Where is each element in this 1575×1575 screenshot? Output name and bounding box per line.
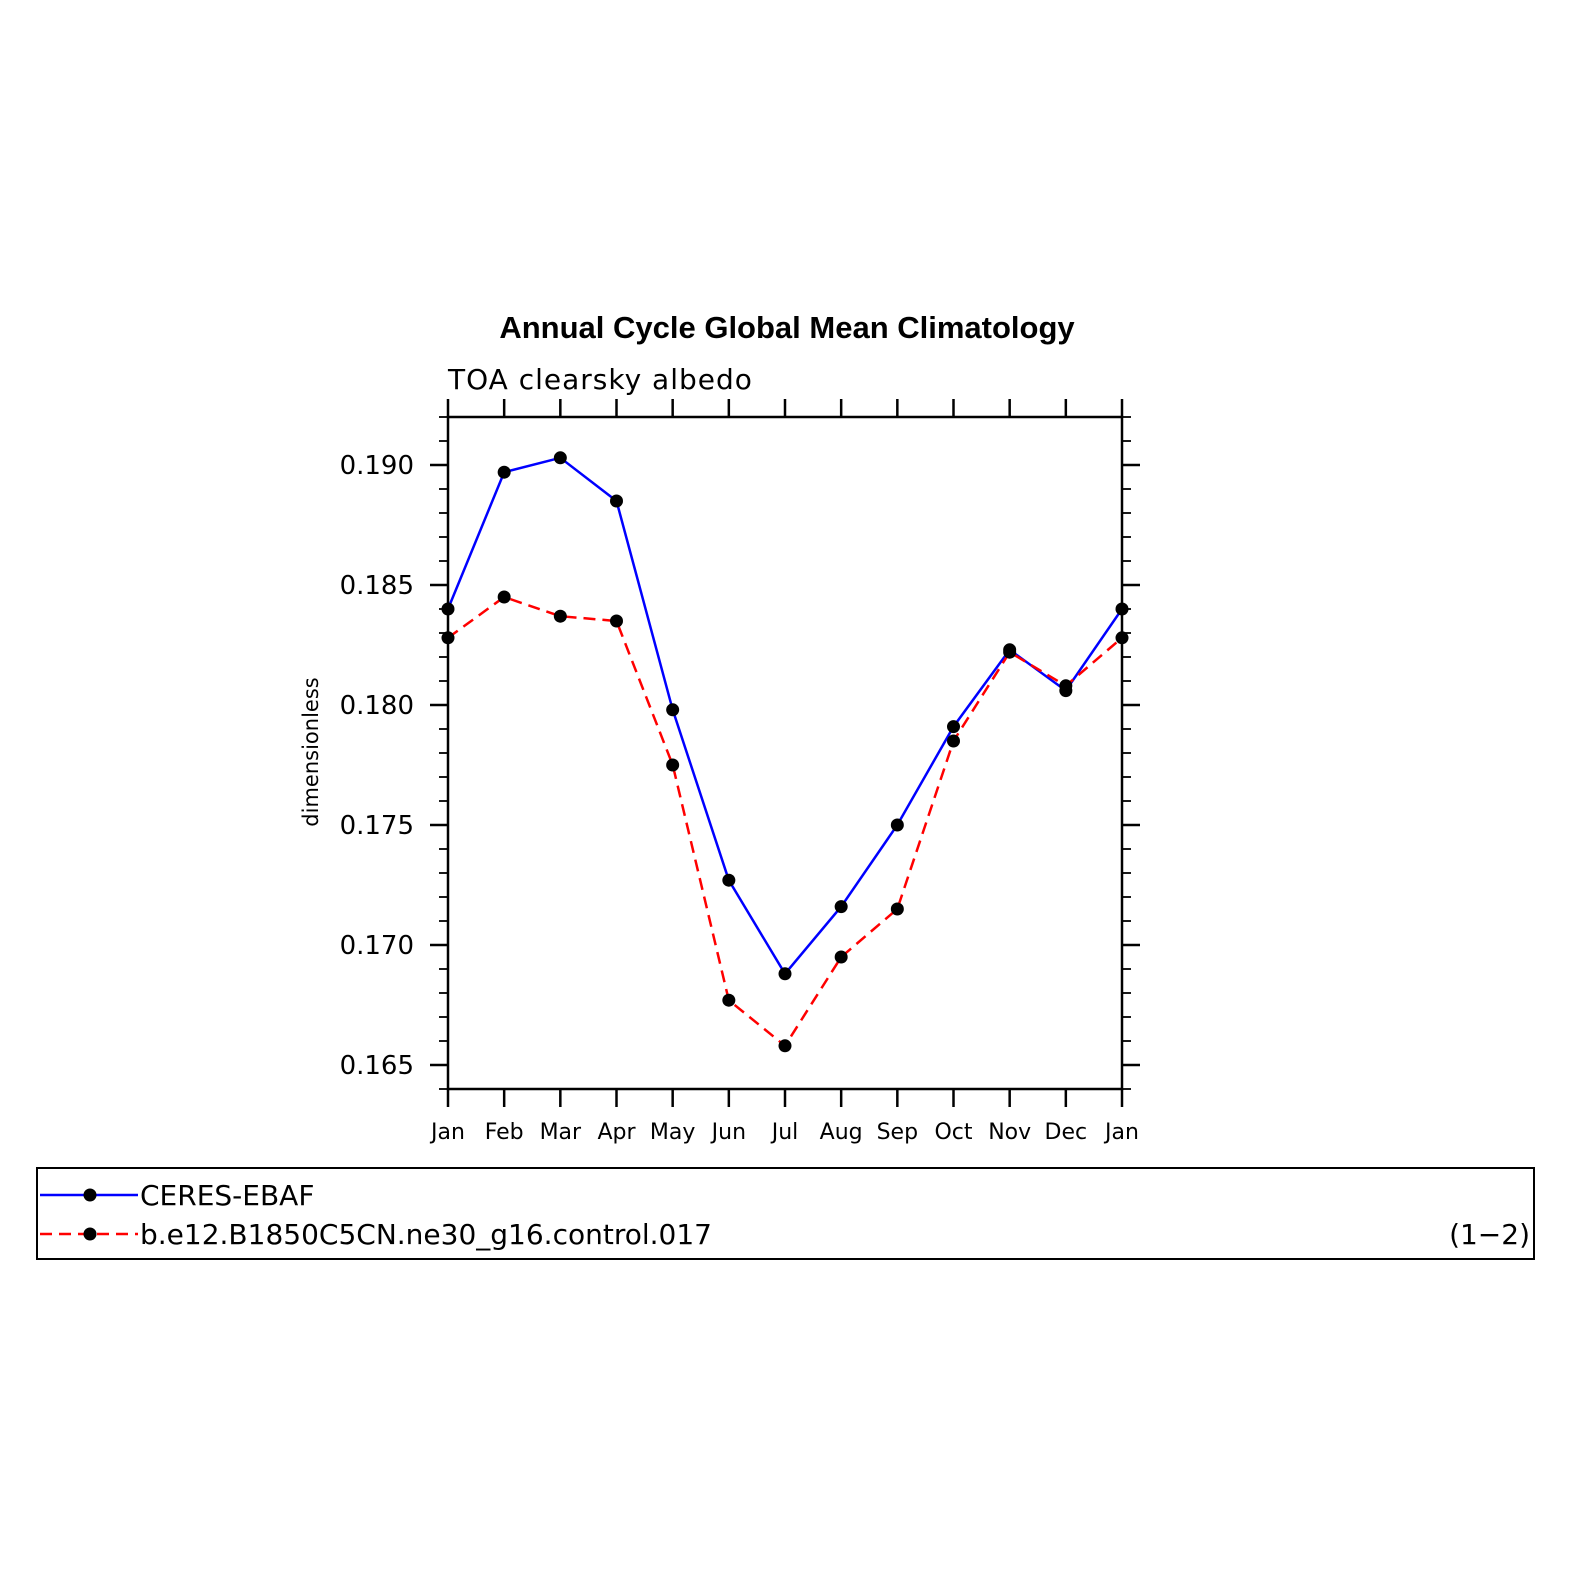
- legend-marker-2: [83, 1227, 97, 1241]
- series-1-point: [778, 967, 792, 981]
- chart-title: Annual Cycle Global Mean Climatology: [499, 310, 1075, 345]
- y-tick-label: 0.165: [340, 1051, 414, 1081]
- chart-subtitle: TOA clearsky albedo: [447, 363, 753, 396]
- series-1-point: [666, 703, 680, 717]
- series-2-point: [441, 631, 455, 645]
- y-tick-label: 0.190: [340, 451, 414, 481]
- x-tick-label: Jan: [1103, 1120, 1139, 1145]
- y-tick-label: 0.180: [340, 691, 414, 721]
- series-layer: [441, 451, 1129, 1053]
- series-2-point: [610, 614, 623, 628]
- x-tick-label: Jun: [710, 1120, 746, 1145]
- series-1-point: [1115, 602, 1129, 616]
- legend-label-2: b.e12.B1850C5CN.ne30_g16.control.017: [140, 1218, 712, 1251]
- legend-label-1: CERES-EBAF: [140, 1179, 314, 1212]
- x-tick-label: Dec: [1045, 1120, 1088, 1145]
- series-2-point: [947, 734, 960, 748]
- series-2-point: [497, 590, 511, 604]
- x-tick-label: Nov: [988, 1120, 1031, 1145]
- y-tick-label: 0.170: [340, 931, 414, 961]
- series-2-point: [778, 1039, 792, 1053]
- x-tick-label: Sep: [877, 1120, 918, 1145]
- series-2-point: [1115, 631, 1129, 645]
- y-tick-label: 0.175: [340, 811, 414, 841]
- series-1-point: [947, 720, 960, 734]
- series-2-point: [890, 902, 904, 916]
- x-tick-label: Oct: [934, 1120, 972, 1145]
- x-tick-label: Apr: [597, 1120, 636, 1145]
- series-2-point: [722, 993, 736, 1007]
- axes-layer: 0.165 0.170 0.175 0.180 0.185 0.190 Jan Feb Mar A…: [340, 399, 1140, 1145]
- x-tick-label: Feb: [485, 1120, 524, 1145]
- plot-frame: [446, 415, 1124, 1091]
- legend-box: [36, 1167, 1535, 1260]
- x-tick-label: Aug: [820, 1120, 863, 1145]
- series-1-point: [610, 494, 623, 508]
- series-1-point: [497, 465, 511, 479]
- series-2-point: [834, 950, 848, 964]
- series-1-point: [890, 818, 904, 832]
- series-line-1: [446, 456, 1124, 976]
- series-1-point: [553, 451, 567, 465]
- series-2-point: [553, 609, 567, 623]
- y-axis-label: dimensionless: [299, 677, 323, 826]
- series-2-point: [1003, 645, 1017, 659]
- x-tick-label: Mar: [540, 1120, 582, 1145]
- series-1-point: [441, 602, 455, 616]
- series-2-point: [666, 758, 680, 772]
- legend-marker-1: [83, 1188, 97, 1202]
- x-tick-label: May: [650, 1120, 695, 1145]
- y-tick-label: 0.185: [340, 571, 414, 601]
- x-tick-label: Jan: [429, 1120, 465, 1145]
- legend: CERES-EBAF b.e12.B1850C5CN.ne30_g16.contr…: [36, 1167, 1535, 1260]
- series-1-point: [834, 900, 848, 914]
- x-tick-label: Jul: [770, 1120, 799, 1145]
- series-1-point: [722, 873, 736, 887]
- legend-note: (1−2): [1449, 1218, 1530, 1251]
- series-2-point: [1059, 679, 1073, 693]
